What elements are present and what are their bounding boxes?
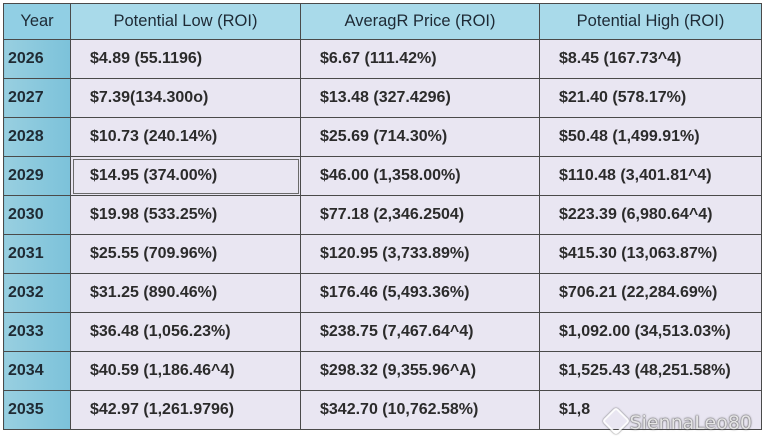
potential-low-cell: $7.39(134.300o): [70, 78, 301, 118]
potential-low-cell: $4.89 (55.1196): [70, 39, 301, 79]
year-cell: 2033: [3, 312, 71, 352]
table-row: 2029 $14.95 (374.00%) $46.00 (1,358.00%)…: [3, 156, 762, 196]
year-cell: 2031: [3, 234, 71, 274]
table-row: 2033 $36.48 (1,056.23%) $238.75 (7,467.6…: [3, 312, 762, 352]
year-cell: 2026: [3, 39, 71, 79]
average-price-cell: $46.00 (1,358.00%): [300, 156, 540, 196]
year-cell: 2030: [3, 195, 71, 235]
potential-low-cell-selected[interactable]: $14.95 (374.00%): [70, 156, 301, 196]
year-cell: 2034: [3, 351, 71, 391]
table-row: 2026 $4.89 (55.1196) $6.67 (111.42%) $8.…: [3, 39, 762, 79]
year-cell: 2028: [3, 117, 71, 157]
table-row: 2034 $40.59 (1,186.46^4) $298.32 (9,355.…: [3, 351, 762, 391]
potential-high-cell: $1,092.00 (34,513.03%): [539, 312, 762, 352]
potential-low-cell: $42.97 (1,261.9796): [70, 390, 301, 430]
potential-high-cell: $223.39 (6,980.64^4): [539, 195, 762, 235]
year-cell: 2027: [3, 78, 71, 118]
potential-low-cell: $31.25 (890.46%): [70, 273, 301, 313]
potential-high-cell: $21.40 (578.17%): [539, 78, 762, 118]
table-row: 2027 $7.39(134.300o) $13.48 (327.4296) $…: [3, 78, 762, 118]
header-row: Year Potential Low (ROI) AveragR Price (…: [3, 3, 762, 40]
average-price-cell: $298.32 (9,355.96^A): [300, 351, 540, 391]
potential-low-cell: $19.98 (533.25%): [70, 195, 301, 235]
potential-high-cell: $1,8: [539, 390, 762, 430]
header-potential-low: Potential Low (ROI): [70, 3, 301, 40]
potential-high-cell: $415.30 (13,063.87%): [539, 234, 762, 274]
average-price-cell: $25.69 (714.30%): [300, 117, 540, 157]
average-price-cell: $77.18 (2,346.2504): [300, 195, 540, 235]
year-cell: 2032: [3, 273, 71, 313]
table-row: 2030 $19.98 (533.25%) $77.18 (2,346.2504…: [3, 195, 762, 235]
year-cell: 2029: [3, 156, 71, 196]
table-row: 2028 $10.73 (240.14%) $25.69 (714.30%) $…: [3, 117, 762, 157]
average-price-cell: $176.46 (5,493.36%): [300, 273, 540, 313]
header-average-price: AveragR Price (ROI): [300, 3, 540, 40]
potential-low-cell: $25.55 (709.96%): [70, 234, 301, 274]
average-price-cell: $238.75 (7,467.64^4): [300, 312, 540, 352]
average-price-cell: $13.48 (327.4296): [300, 78, 540, 118]
potential-high-cell: $1,525.43 (48,251.58%): [539, 351, 762, 391]
average-price-cell: $120.95 (3,733.89%): [300, 234, 540, 274]
potential-high-cell: $110.48 (3,401.81^4): [539, 156, 762, 196]
average-price-cell: $6.67 (111.42%): [300, 39, 540, 79]
potential-high-cell: $706.21 (22,284.69%): [539, 273, 762, 313]
average-price-cell: $342.70 (10,762.58%): [300, 390, 540, 430]
year-cell: 2035: [3, 390, 71, 430]
potential-low-cell: $40.59 (1,186.46^4): [70, 351, 301, 391]
table-row: 2035 $42.97 (1,261.9796) $342.70 (10,762…: [3, 390, 762, 430]
potential-low-cell: $10.73 (240.14%): [70, 117, 301, 157]
potential-low-cell: $36.48 (1,056.23%): [70, 312, 301, 352]
potential-high-cell: $50.48 (1,499.91%): [539, 117, 762, 157]
table-row: 2031 $25.55 (709.96%) $120.95 (3,733.89%…: [3, 234, 762, 274]
price-prediction-table: Year Potential Low (ROI) AveragR Price (…: [3, 3, 762, 430]
header-potential-high: Potential High (ROI): [539, 3, 762, 40]
header-year: Year: [3, 3, 71, 40]
table-row: 2032 $31.25 (890.46%) $176.46 (5,493.36%…: [3, 273, 762, 313]
potential-high-cell: $8.45 (167.73^4): [539, 39, 762, 79]
